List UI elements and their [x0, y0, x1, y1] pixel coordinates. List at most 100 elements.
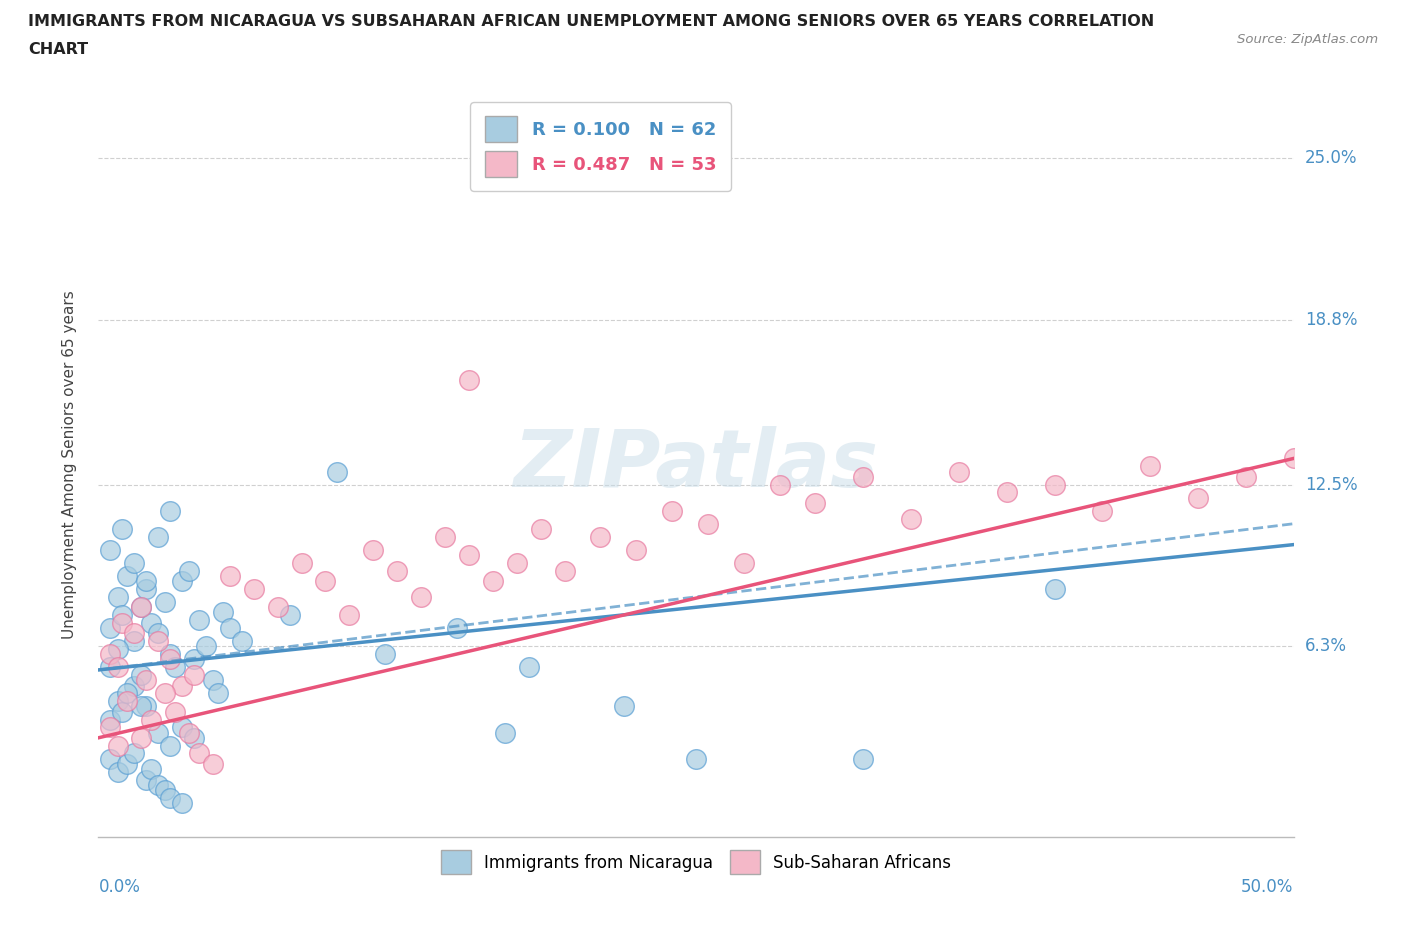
Point: [1234, 470, 1257, 485]
Point: [626, 542, 648, 557]
Point: [613, 699, 636, 714]
Point: [107, 642, 129, 657]
Point: [98, 720, 122, 735]
Point: [131, 668, 153, 683]
Point: [179, 564, 201, 578]
Y-axis label: Unemployment Among Seniors over 65 years: Unemployment Among Seniors over 65 years: [62, 291, 77, 640]
Point: [458, 548, 481, 563]
Point: [107, 694, 129, 709]
Point: [139, 762, 162, 777]
Point: [187, 746, 209, 761]
Point: [1043, 477, 1066, 492]
Point: [98, 660, 122, 675]
Point: [131, 730, 153, 745]
Point: [159, 790, 181, 805]
Point: [159, 652, 181, 667]
Point: [111, 704, 134, 719]
Point: [434, 529, 457, 544]
Point: [155, 686, 177, 701]
Point: [111, 616, 134, 631]
Point: [195, 639, 218, 654]
Point: [159, 738, 181, 753]
Point: [98, 712, 122, 727]
Point: [685, 751, 707, 766]
Point: [267, 600, 290, 615]
Point: [554, 564, 576, 578]
Text: CHART: CHART: [28, 42, 89, 57]
Point: [202, 756, 225, 771]
Point: [135, 699, 157, 714]
Point: [202, 673, 225, 688]
Point: [124, 633, 146, 648]
Point: [219, 568, 242, 583]
Point: [183, 730, 205, 745]
Point: [768, 477, 790, 492]
Point: [107, 660, 129, 675]
Point: [98, 620, 122, 635]
Point: [530, 522, 553, 537]
Point: [278, 607, 301, 622]
Point: [183, 652, 205, 667]
Point: [172, 720, 194, 735]
Point: [494, 725, 516, 740]
Point: [111, 607, 134, 622]
Point: [139, 712, 162, 727]
Text: 18.8%: 18.8%: [1305, 312, 1357, 329]
Text: 25.0%: 25.0%: [1305, 149, 1357, 167]
Text: 12.5%: 12.5%: [1305, 475, 1357, 494]
Point: [159, 647, 181, 662]
Text: 6.3%: 6.3%: [1305, 637, 1347, 656]
Point: [458, 373, 481, 388]
Point: [900, 512, 922, 526]
Point: [148, 777, 170, 792]
Point: [661, 503, 683, 518]
Point: [183, 668, 205, 683]
Text: 0.0%: 0.0%: [98, 878, 141, 896]
Text: Source: ZipAtlas.com: Source: ZipAtlas.com: [1237, 33, 1378, 46]
Text: ZIPatlas: ZIPatlas: [513, 426, 879, 504]
Point: [1139, 458, 1161, 473]
Point: [135, 574, 157, 589]
Point: [115, 686, 138, 701]
Point: [172, 678, 194, 693]
Point: [385, 564, 409, 578]
Point: [948, 464, 970, 479]
Point: [1043, 581, 1066, 596]
Point: [98, 751, 122, 766]
Point: [697, 516, 720, 531]
Point: [852, 751, 875, 766]
Point: [804, 496, 827, 511]
Point: [852, 470, 875, 485]
Point: [326, 464, 349, 479]
Point: [139, 616, 162, 631]
Point: [733, 555, 755, 570]
Point: [98, 647, 122, 662]
Point: [995, 485, 1018, 499]
Legend: Immigrants from Nicaragua, Sub-Saharan Africans: Immigrants from Nicaragua, Sub-Saharan A…: [434, 844, 957, 881]
Point: [159, 503, 181, 518]
Point: [243, 581, 266, 596]
Point: [148, 725, 170, 740]
Point: [131, 699, 153, 714]
Point: [231, 633, 253, 648]
Text: 50.0%: 50.0%: [1241, 878, 1294, 896]
Point: [1091, 503, 1114, 518]
Point: [211, 605, 233, 620]
Point: [187, 613, 209, 628]
Point: [131, 600, 153, 615]
Point: [124, 678, 146, 693]
Point: [98, 542, 122, 557]
Point: [107, 764, 129, 779]
Point: [111, 522, 134, 537]
Point: [481, 574, 505, 589]
Point: [124, 626, 146, 641]
Point: [163, 660, 186, 675]
Text: IMMIGRANTS FROM NICARAGUA VS SUBSAHARAN AFRICAN UNEMPLOYMENT AMONG SENIORS OVER : IMMIGRANTS FROM NICARAGUA VS SUBSAHARAN …: [28, 14, 1154, 29]
Point: [148, 626, 170, 641]
Point: [172, 574, 194, 589]
Point: [115, 694, 138, 709]
Point: [131, 600, 153, 615]
Point: [1282, 451, 1305, 466]
Point: [148, 633, 170, 648]
Point: [155, 594, 177, 609]
